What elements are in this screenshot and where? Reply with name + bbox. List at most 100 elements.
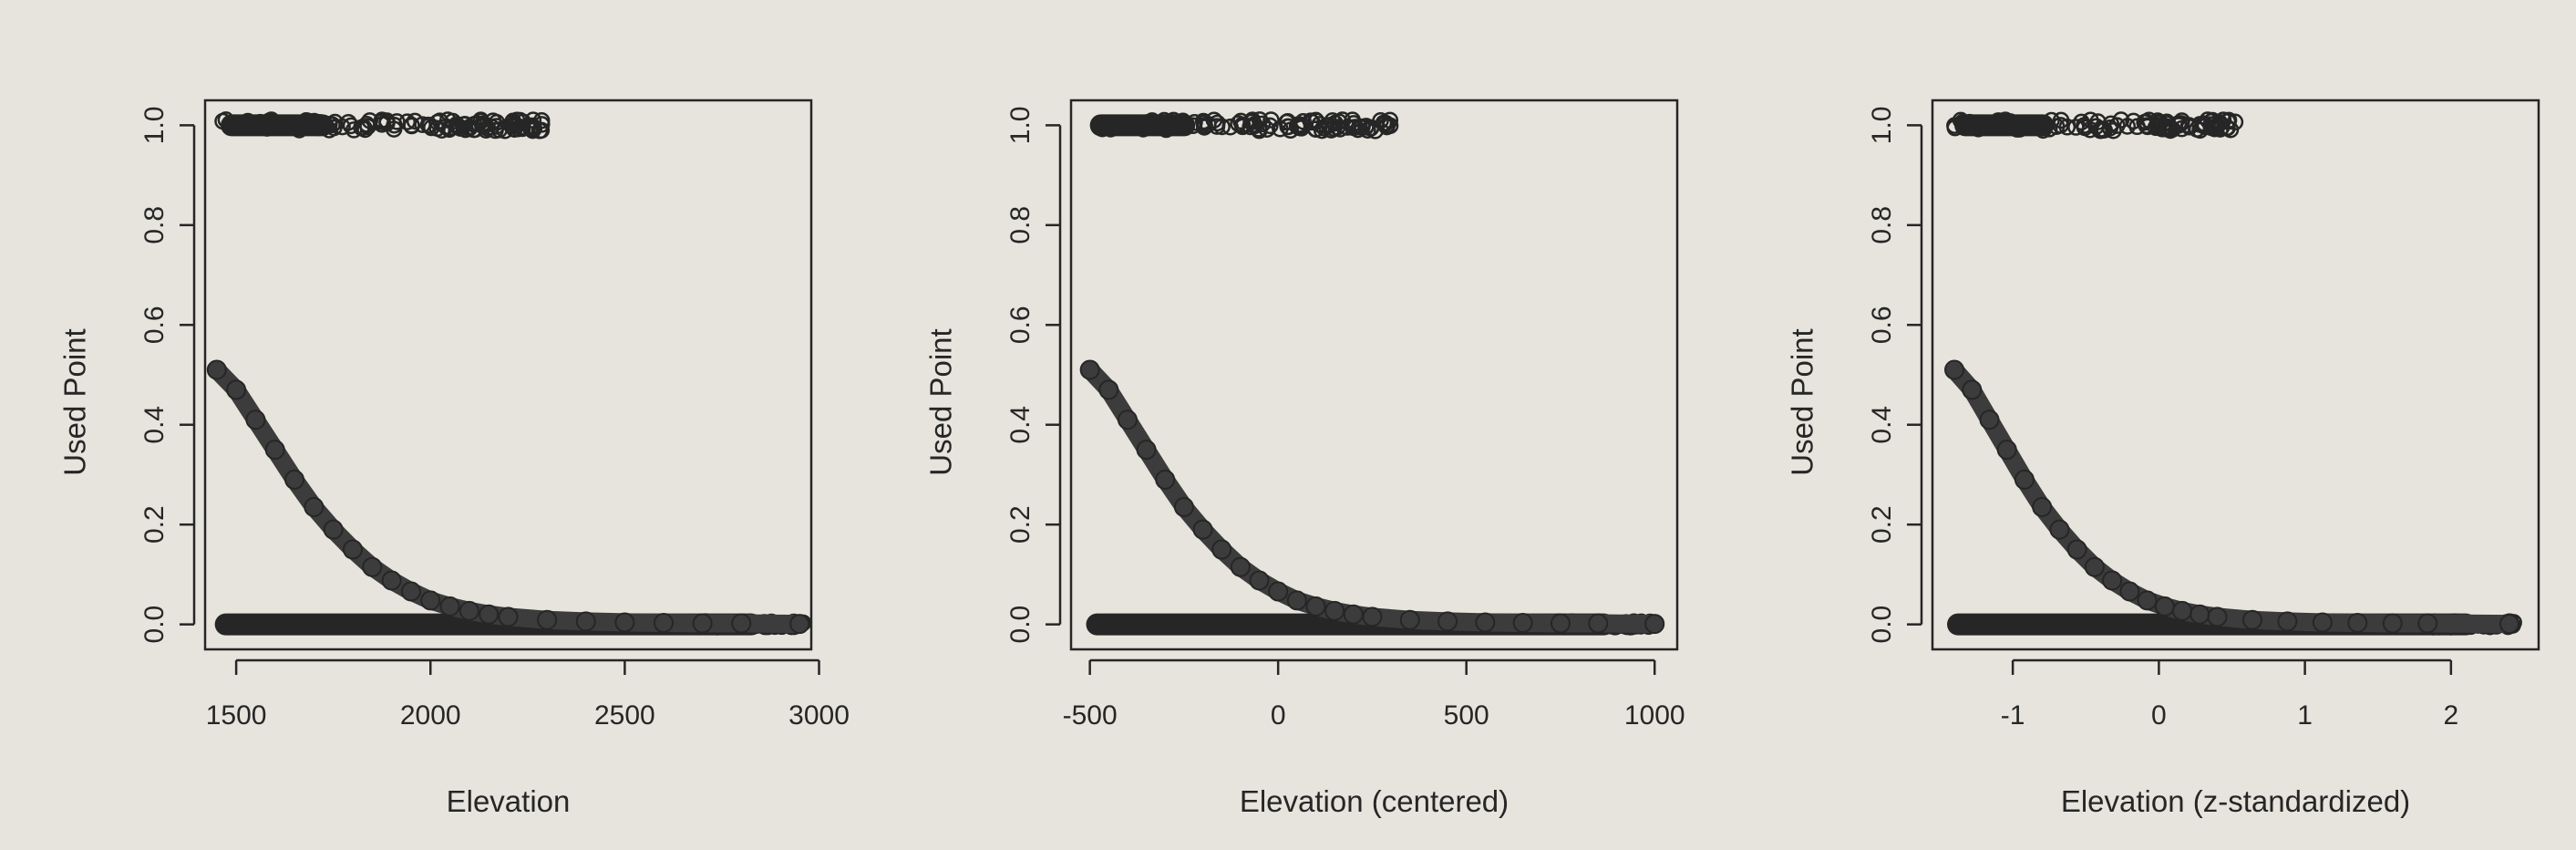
x-tick-label: 1500	[206, 700, 267, 731]
x-tick-label: 500	[1444, 700, 1489, 731]
fitted-point	[1286, 590, 1307, 611]
fitted-point	[1644, 614, 1665, 635]
fitted-point	[1996, 440, 2017, 461]
x-tick-label: 0	[2151, 700, 2167, 731]
used-point	[1366, 122, 1384, 140]
fitted-point	[459, 600, 479, 621]
fitted-point	[1962, 379, 1983, 400]
fitted-point	[1512, 612, 1533, 633]
fitted-point	[1249, 570, 1270, 591]
y-tick-label: 0.4	[139, 406, 170, 444]
fitted-point	[1079, 359, 1100, 380]
used-point	[459, 119, 477, 137]
used-point	[1186, 114, 1203, 131]
fitted-curve-line	[1945, 360, 2519, 634]
used-point	[524, 111, 542, 129]
used-point	[214, 112, 232, 130]
used-point	[263, 111, 280, 129]
fitted-point	[226, 379, 247, 400]
used-point	[438, 111, 457, 129]
used-point	[1221, 118, 1239, 136]
fitted-point	[2382, 613, 2403, 634]
used-point	[1262, 111, 1280, 129]
fitted-point	[2014, 469, 2035, 490]
fitted-point	[342, 539, 363, 560]
used-point	[1195, 119, 1213, 136]
fitted-point	[2277, 611, 2298, 632]
y-tick-label: 0.2	[1867, 505, 1897, 544]
fitted-point	[1437, 611, 1458, 632]
fitted-point	[362, 556, 383, 577]
fitted-point	[284, 469, 305, 490]
used-point	[2011, 120, 2029, 138]
used-point	[511, 111, 529, 130]
used-points	[1089, 111, 1399, 140]
y-tick-label: 0.0	[1867, 606, 1897, 644]
fitted-curve	[206, 359, 810, 635]
fitted-point	[692, 613, 713, 634]
y-axis: 0.0 0.2 0.4 0.6 0.8 1.0 Used Point	[924, 107, 1062, 643]
x-tick-label: 2500	[594, 700, 655, 731]
used-point	[373, 111, 391, 129]
fitted-curve-line	[1080, 360, 1664, 634]
used-point	[1975, 116, 1993, 134]
used-point	[2173, 119, 2190, 138]
fitted-point	[654, 612, 675, 633]
used-point	[1307, 120, 1324, 138]
fitted-point	[1362, 606, 1383, 627]
fitted-point	[1155, 469, 1176, 490]
used-point	[1234, 118, 1252, 136]
used-point	[1995, 117, 2014, 135]
used-point	[345, 121, 363, 139]
y-tick-label: 0.8	[1867, 206, 1897, 244]
used-point	[456, 115, 474, 133]
fitted-point	[420, 590, 441, 611]
used-point	[1142, 113, 1160, 131]
used-point	[1251, 111, 1269, 129]
fitted-curve	[1079, 359, 1665, 635]
fitted-point	[2499, 614, 2519, 635]
x-tick-label: -500	[1063, 700, 1118, 731]
fitted-point	[2084, 556, 2105, 577]
used-point	[1946, 117, 1963, 134]
fitted-point	[264, 440, 285, 461]
used-points	[1946, 111, 2244, 140]
fitted-point	[479, 604, 500, 625]
fitted-point	[400, 581, 421, 602]
used-point	[1111, 117, 1129, 135]
fitted-point	[2207, 606, 2228, 627]
used-point	[2052, 111, 2070, 130]
fitted-point	[2066, 539, 2087, 560]
used-point	[317, 118, 335, 135]
used-point	[2164, 120, 2181, 138]
used-point	[1311, 116, 1328, 133]
fitted-point	[1475, 612, 1496, 633]
fitted-point	[1399, 609, 1420, 630]
fitted-point	[1305, 596, 1326, 617]
used-point	[282, 119, 300, 136]
y-tick-label: 1.0	[1005, 107, 1036, 145]
x-tick-label: 0	[1271, 700, 1286, 731]
x-tick-label: -1	[2001, 700, 2025, 731]
used-point	[1164, 114, 1182, 131]
fitted-point	[1230, 556, 1251, 577]
used-point	[2067, 119, 2085, 136]
used-point	[1329, 119, 1346, 136]
used-point	[1381, 117, 1399, 135]
x-tick-label: 1	[2297, 700, 2313, 731]
used-point	[1272, 119, 1289, 138]
used-point	[438, 118, 455, 136]
y-tick-label: 1.0	[139, 107, 170, 145]
fitted-point	[304, 497, 325, 518]
x-tick-label: 2	[2444, 700, 2459, 731]
y-tick-label: 0.6	[1867, 306, 1897, 344]
used-point	[2147, 119, 2165, 137]
fitted-point	[1979, 409, 2000, 430]
x-axis: -500 0 500 1000 Elevation (centered)	[1063, 658, 1685, 818]
used-point	[2112, 111, 2130, 129]
used-point	[2191, 116, 2209, 133]
y-tick-label: 1.0	[1867, 107, 1897, 145]
fitted-point	[1098, 379, 1119, 400]
